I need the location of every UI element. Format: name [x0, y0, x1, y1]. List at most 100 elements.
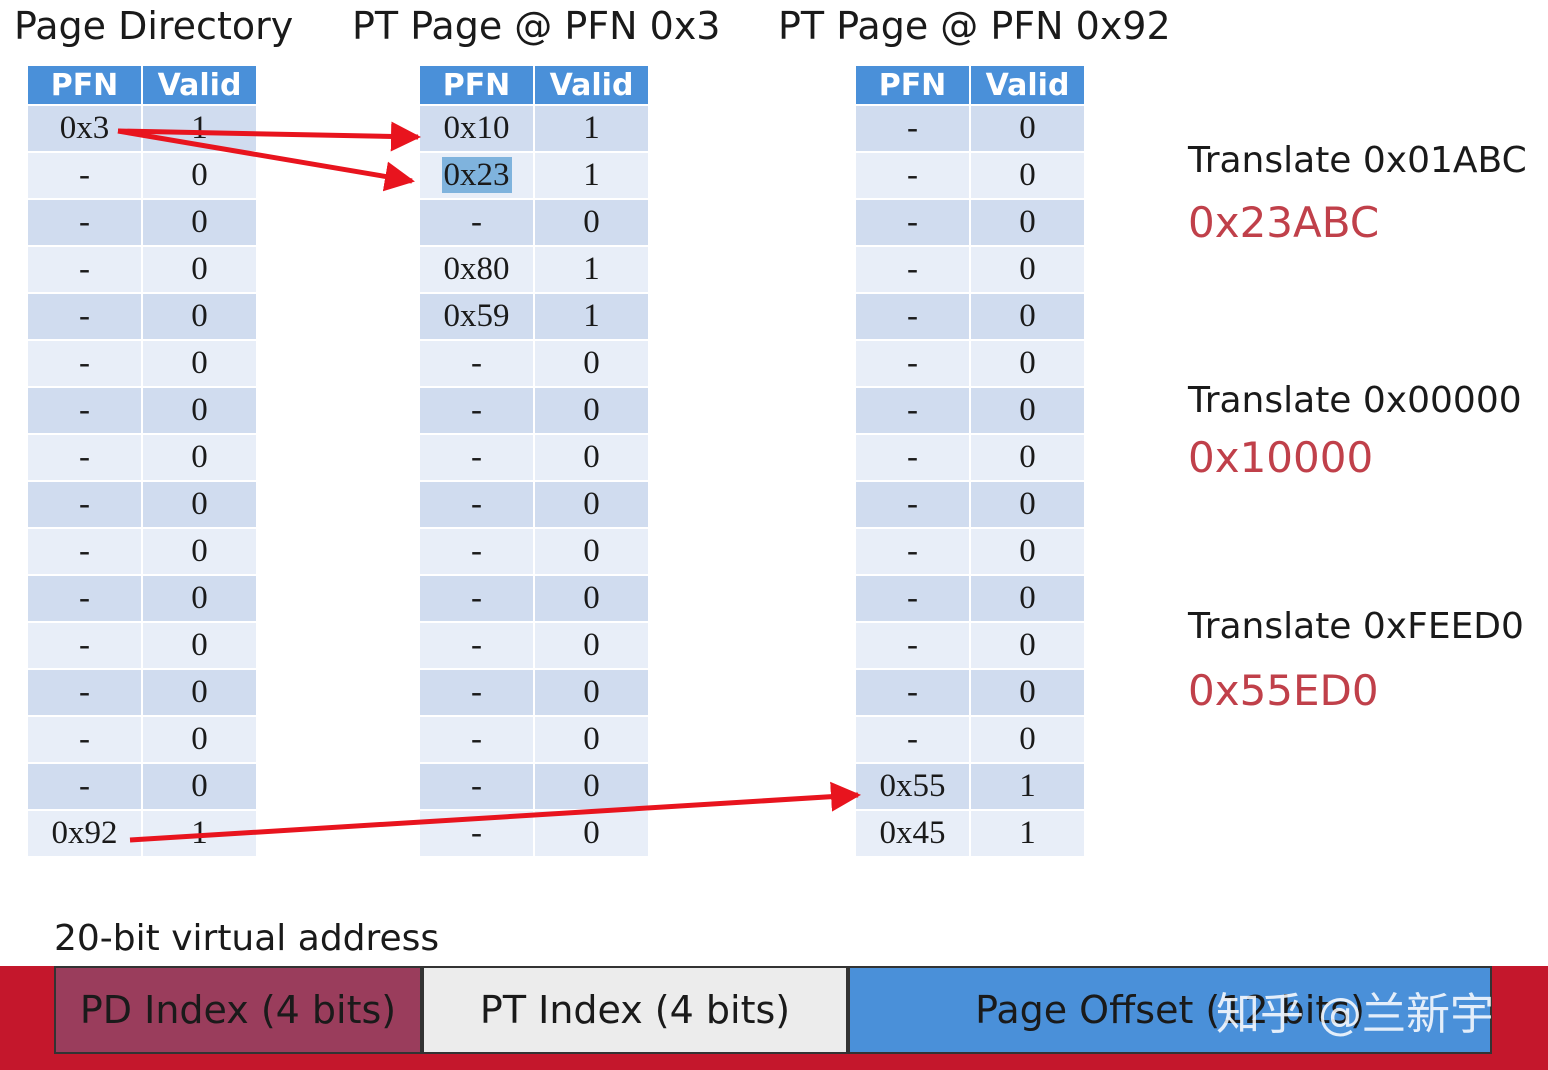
pfn-value: -	[471, 674, 482, 710]
valid-cell: 0	[143, 482, 256, 527]
table-row: -0	[28, 388, 256, 433]
valid-cell: 0	[971, 529, 1084, 574]
table-row: 0x10 1	[420, 106, 648, 151]
arrow-pd-0x92-to-0x55	[129, 781, 861, 843]
table-row: -0	[856, 388, 1084, 433]
pt-page-0x92-table: PFN Valid -0-0-0-0-0-0-0-0-0-0-0-0-0-0 0x…	[854, 64, 1086, 858]
valid-cell: 0	[971, 200, 1084, 245]
table-row: -0	[420, 482, 648, 527]
table-row: -0	[856, 294, 1084, 339]
page-directory-title: Page Directory	[14, 4, 294, 48]
pfn-value: -	[79, 204, 90, 240]
pfn-cell: -	[856, 623, 969, 668]
pfn-value: -	[79, 157, 90, 193]
pfn-value: 0x92	[51, 815, 118, 851]
table-row: -0	[856, 670, 1084, 715]
valid-cell: 0	[971, 341, 1084, 386]
pfn-value: -	[79, 768, 90, 804]
pfn-cell: -	[856, 576, 969, 621]
pfn-value: -	[471, 392, 482, 428]
table-row: -0	[28, 200, 256, 245]
pfn-cell: 0x45	[856, 811, 969, 856]
pfn-value: -	[471, 439, 482, 475]
pfn-cell: -	[420, 341, 533, 386]
pfn-cell: -	[420, 576, 533, 621]
pfn-cell: -	[28, 247, 141, 292]
table-row: -0	[28, 529, 256, 574]
pfn-value: -	[907, 721, 918, 757]
pfn-value: 0x45	[879, 815, 946, 851]
table-row: -0	[856, 341, 1084, 386]
valid-cell: 0	[971, 482, 1084, 527]
valid-cell: 0	[535, 811, 648, 856]
valid-cell: 0	[535, 435, 648, 480]
table-row: -0	[420, 388, 648, 433]
valid-cell: 0	[143, 576, 256, 621]
pfn-cell: -	[420, 529, 533, 574]
valid-cell: 0	[143, 764, 256, 809]
pfn-value: -	[471, 533, 482, 569]
valid-cell: 0	[535, 623, 648, 668]
arrow-pd-0x3-to-0x10	[117, 121, 421, 152]
valid-header: Valid	[143, 66, 256, 104]
valid-cell: 1	[535, 153, 648, 198]
table-row: -0	[420, 623, 648, 668]
pd-index-field: PD Index (4 bits)	[54, 966, 422, 1054]
pfn-cell: 0x92	[28, 811, 141, 856]
table-row: 0x23 1	[420, 153, 648, 198]
table-row: -0	[856, 153, 1084, 198]
valid-cell: 1	[535, 106, 648, 151]
translate-answer-3: 0x55ED0	[1188, 666, 1379, 715]
table-row: -0	[420, 670, 648, 715]
valid-cell: 0	[143, 717, 256, 762]
pfn-cell: -	[28, 576, 141, 621]
pfn-header: PFN	[28, 66, 141, 104]
valid-cell: 0	[535, 576, 648, 621]
pfn-cell: -	[856, 153, 969, 198]
valid-header: Valid	[971, 66, 1084, 104]
valid-cell: 0	[143, 529, 256, 574]
pfn-cell: -	[28, 717, 141, 762]
pfn-value: -	[907, 580, 918, 616]
valid-cell: 0	[971, 153, 1084, 198]
virtual-address-label: 20-bit virtual address	[54, 918, 440, 959]
table-row: -0	[856, 247, 1084, 292]
pfn-cell: -	[28, 435, 141, 480]
pfn-value: -	[79, 674, 90, 710]
page-offset-field: Page Offset (12 bits)	[848, 966, 1492, 1054]
pfn-cell: -	[420, 764, 533, 809]
pfn-value: -	[907, 251, 918, 287]
valid-cell: 0	[535, 529, 648, 574]
pt-page-0x3-title: PT Page @ PFN 0x3	[352, 4, 721, 48]
pfn-value: -	[79, 533, 90, 569]
table-row: 0x45 1	[856, 811, 1084, 856]
table-row: 0x92 1	[28, 811, 256, 856]
pfn-value: 0x80	[443, 251, 510, 287]
pfn-value: -	[79, 251, 90, 287]
valid-cell: 0	[971, 717, 1084, 762]
valid-cell: 0	[143, 294, 256, 339]
translate-question-1: Translate 0x01ABC	[1188, 140, 1527, 181]
pfn-cell: -	[856, 529, 969, 574]
valid-cell: 0	[143, 247, 256, 292]
valid-cell: 0	[535, 717, 648, 762]
watermark: 知乎 @兰新宇	[1216, 989, 1494, 1040]
pfn-value: -	[471, 768, 482, 804]
table-row: 0x80 1	[420, 247, 648, 292]
pfn-cell: -	[856, 106, 969, 151]
pfn-cell: -	[28, 623, 141, 668]
pfn-cell: -	[420, 435, 533, 480]
table-row: 0x59 1	[420, 294, 648, 339]
table-row: -0	[28, 576, 256, 621]
pfn-cell: 0x23	[420, 153, 533, 198]
page-directory-table: PFN Valid 0x3 1-0-0-0-0-0-0-0-0-0-0-0-0-0…	[26, 64, 258, 858]
pfn-value: -	[907, 157, 918, 193]
pfn-cell: -	[856, 717, 969, 762]
pfn-cell: 0x59	[420, 294, 533, 339]
valid-cell: 1	[971, 811, 1084, 856]
pt-index-field: PT Index (4 bits)	[422, 966, 848, 1054]
valid-cell: 0	[143, 341, 256, 386]
table-row: -0	[28, 764, 256, 809]
table-row: -0	[28, 435, 256, 480]
